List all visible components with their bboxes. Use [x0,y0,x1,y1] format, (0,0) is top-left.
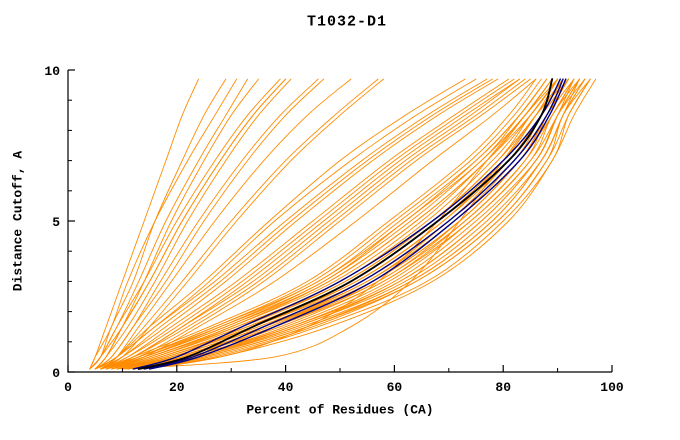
y-tick-label: 0 [52,366,60,381]
predictions-curve [138,78,586,370]
predictions-curve [105,78,531,370]
predictions-curve [94,78,488,370]
y-tick-label: 5 [52,215,60,230]
predictions-curve [143,78,591,370]
predictions-curve [94,78,493,370]
chart-title: T1032-D1 [306,13,388,31]
predictions-curve [111,78,537,370]
predictions-curve [89,78,238,370]
predictions-curve [94,78,477,370]
selected_models-curve [143,78,564,370]
predictions-curve [105,78,526,370]
predictions-curve [138,78,591,370]
predictions-curve [100,78,537,370]
x-tick-label: 100 [600,380,624,395]
predictions-curve [100,78,384,370]
predictions-curve [89,78,281,370]
selected_models-curve [148,78,567,370]
predictions-curve [94,78,319,370]
predictions-curve [111,78,559,370]
predictions-curve [105,78,553,370]
predictions-curve [89,78,200,370]
predictions-curve [100,78,352,370]
best_model-curve [137,78,554,370]
predictions-curve [94,78,287,370]
predictions-curve [132,78,580,370]
selected_models-curve [132,78,561,370]
x-tick-label: 80 [495,380,511,395]
x-tick-label: 0 [64,380,72,395]
predictions-curve [138,78,591,370]
predictions-curve [89,78,227,370]
x-axis-label: Percent of Residues (CA) [246,402,434,418]
x-tick-label: 40 [278,380,294,395]
predictions-curve [100,78,379,370]
predictions-curve [100,78,510,370]
predictions-curve [116,78,559,370]
predictions-curve [111,78,559,370]
x-tick-label: 60 [387,380,403,395]
predictions-curve [100,78,515,370]
y-tick-label: 10 [44,64,60,79]
x-tick-label: 20 [169,380,185,395]
predictions-curve [94,78,466,370]
predictions-curve [121,78,569,370]
